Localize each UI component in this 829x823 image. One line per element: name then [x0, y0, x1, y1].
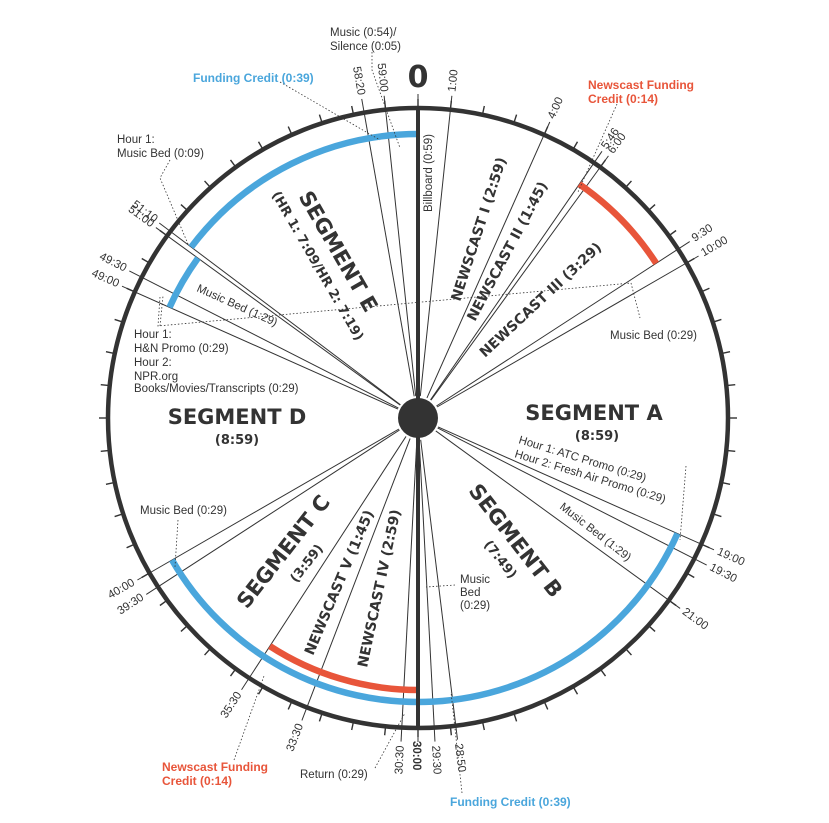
boundary-line [361, 98, 415, 397]
newscast-funding-credit-bottom-line2: Credit (0:14) [162, 774, 232, 788]
boundary-time-label: 33:30 [285, 722, 307, 753]
funding-credit-top-arc [188, 130, 419, 250]
segment-a-title: SEGMENT A [525, 401, 663, 425]
newscast-funding-credit-bottom-line1: Newscast Funding [162, 760, 268, 774]
newscast-funding-credit-top-line2: Credit (0:14) [588, 92, 658, 106]
music-bed-b-line2: Bed [460, 587, 480, 599]
newscast-funding-credit-top-arc [577, 181, 659, 266]
segment-d-duration: (8:59) [215, 433, 259, 448]
music-silence-label-line1: Music (0:54)/ [330, 27, 397, 39]
callout-leaders [157, 52, 687, 794]
boundary-line [418, 439, 436, 742]
boundary-line [435, 430, 681, 609]
newscast-funding-credit-top-line1: Newscast Funding [588, 78, 694, 92]
boundary-line [400, 439, 418, 742]
funding-credit-bottom-label: Funding Credit (0:39) [450, 795, 571, 809]
return-label: Return (0:29) [300, 769, 368, 781]
boundary-line [430, 155, 609, 401]
promo-callout-line4: NPR.org [134, 371, 178, 383]
music-silence-label-line2: Silence (0:05) [330, 41, 401, 53]
segment-a-duration: (8:59) [575, 429, 619, 444]
boundary-line [436, 255, 699, 408]
boundary-line [241, 436, 407, 691]
boundary-line [419, 95, 453, 397]
boundary-time-label: 1:00 [446, 69, 460, 93]
promo-callout-line1: Hour 1: [134, 329, 172, 341]
music-bed-segment-e-label: Music Bed (1:29) [195, 283, 279, 329]
music-bed-b-line3: (0:29) [460, 600, 490, 612]
credit-arcs [166, 130, 681, 706]
boundary-line [145, 429, 400, 595]
funding-credit-top-label: Funding Credit (0:39) [193, 71, 314, 85]
boundary-line [383, 95, 417, 397]
boundary-time-label: 4:00 [546, 96, 566, 121]
promo-callout-line3: Hour 2: [134, 357, 172, 369]
promo-callout-line2: H&N Promo (0:29) [134, 343, 229, 355]
funding-credit-bottom-arc [169, 532, 681, 706]
boundary-time-label: 30:30 [393, 745, 406, 774]
boundary-line [301, 438, 411, 721]
boundary-line [137, 428, 400, 581]
music-bed-segment-a-label: Music Bed (1:29) [557, 501, 633, 564]
center-hub [398, 398, 438, 438]
top-zero-label: 0 [408, 60, 429, 95]
boundary-line [437, 426, 715, 551]
boundary-line [437, 427, 707, 566]
music-bed-segment-d-callout: Music Bed (0:29) [140, 505, 227, 517]
hour1-music-bed-line1: Hour 1: [117, 134, 155, 146]
boundary-line [155, 227, 401, 406]
promo-callout-line5: Books/Movies/Transcripts (0:29) [134, 383, 299, 395]
boundary-time-label: 58:20 [350, 66, 367, 96]
boundary-line [436, 241, 691, 407]
boundary-time-label: 28:50 [452, 743, 467, 773]
bottom-30-label: 30:00 [410, 741, 422, 770]
music-bed-b-line1: Music [460, 574, 490, 586]
billboard-label: Billboard (0:59) [423, 134, 435, 212]
boundary-time-label: 35:30 [219, 690, 245, 721]
newscast-funding-credit-bottom-arc [268, 643, 419, 694]
segment-d-title: SEGMENT D [168, 405, 307, 429]
boundary-line [426, 121, 551, 399]
funding-credit-top-inner-arc [166, 256, 201, 309]
hour1-music-bed-line2: Music Bed (0:09) [117, 148, 204, 160]
music-bed-segment-a-callout: Music Bed (0:29) [610, 330, 697, 342]
boundary-line [430, 151, 603, 401]
boundary-time-label: 29:30 [429, 745, 442, 774]
boundary-time-label: 21:00 [680, 606, 710, 633]
boundary-line [420, 439, 458, 740]
boundary-time-label: 59:00 [375, 63, 390, 93]
boundary-line [158, 222, 401, 406]
